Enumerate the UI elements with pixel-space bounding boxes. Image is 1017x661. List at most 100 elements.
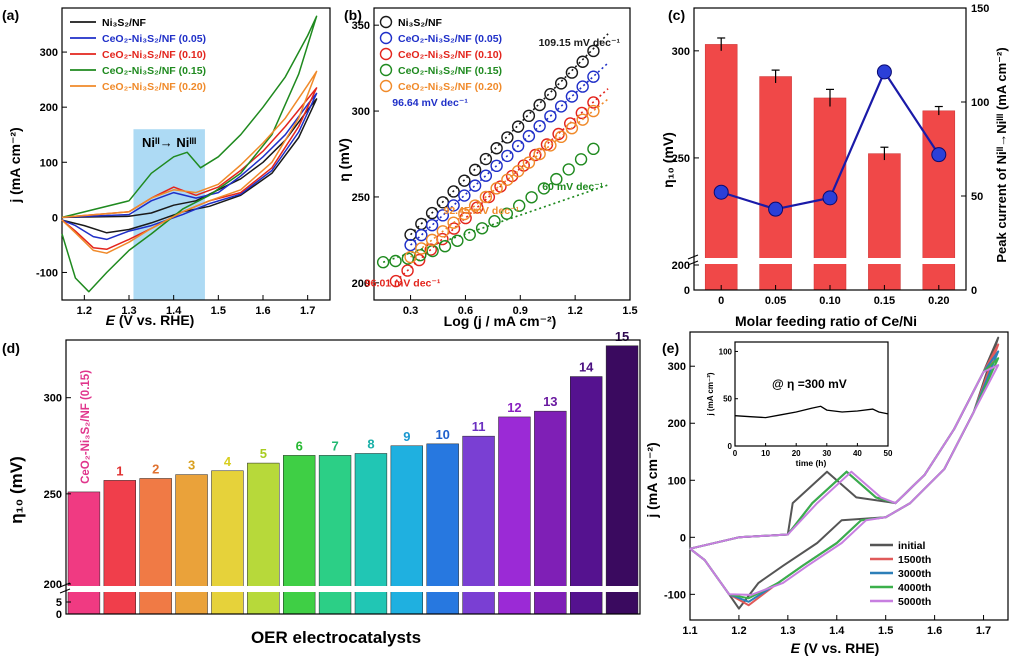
redox-annotation: Niᴵᴵ→ Niᴵᴵᴵ <box>142 135 196 150</box>
cv-curve-4 <box>61 70 318 254</box>
tafel-point-0 <box>490 142 503 155</box>
tafel-slope-label: 96.64 mV dec⁻¹ <box>392 97 468 109</box>
panel-e-xlabel-rest: (V vs. RHE) <box>800 640 879 656</box>
tafel-point-3 <box>537 182 551 195</box>
y-tick-label: 200 <box>44 579 62 591</box>
y-tick-label: -100 <box>36 267 58 279</box>
tafel-point-0 <box>554 77 568 90</box>
legend-label: 3000th <box>898 568 931 580</box>
tafel-point-0 <box>458 174 471 187</box>
catalyst-number: 14 <box>579 360 594 375</box>
axis-break-mark <box>59 588 71 594</box>
tafel-point-4 <box>415 242 428 255</box>
inset-frame <box>734 341 889 447</box>
tafel-point-1 <box>533 120 546 133</box>
inset-x-tick-label: 20 <box>792 449 801 458</box>
y-tick-label: -100 <box>664 589 686 601</box>
tafel-point-3 <box>488 215 501 228</box>
panel-d-label: (d) <box>2 340 20 356</box>
eta-bar <box>759 76 792 291</box>
tafel-point-1 <box>436 209 450 222</box>
tafel-point-0 <box>511 120 525 133</box>
x-tick-label: 1.3 <box>780 625 795 637</box>
tafel-point-2 <box>529 148 542 162</box>
x-tick-label: 0.3 <box>403 305 418 317</box>
panel-a-xlabel-rest: (V vs. RHE) <box>115 312 194 328</box>
tafel-point-4 <box>511 164 525 178</box>
legend-swatch <box>379 31 393 45</box>
axis-break-gap <box>58 586 648 592</box>
tafel-point-4 <box>479 190 493 204</box>
legend-label: CeO₂-Ni₃S₂/NF (0.05) <box>102 33 206 45</box>
tafel-point-1 <box>479 169 493 182</box>
legend-swatch <box>379 63 393 77</box>
panel-c-label: (c) <box>668 7 685 23</box>
y-tick-label: 100 <box>668 475 686 487</box>
tafel-point-1 <box>447 199 460 212</box>
tafel-point-0 <box>587 44 600 58</box>
catalyst-bar <box>462 435 495 615</box>
inset-annotation: @ η =300 mV <box>772 377 847 391</box>
panel-a-plot: Niᴵᴵ→ Niᴵᴵᴵ 1.2 1.3 1.4 1.5 1.6 1.7 -100 0 100 200… <box>36 7 331 317</box>
y-tick-label: 300 <box>44 393 62 405</box>
panel-c-frame <box>693 7 967 291</box>
tafel-point-0 <box>522 109 536 123</box>
y-tick-label: 250 <box>352 192 370 204</box>
tafel-point-3 <box>475 222 489 235</box>
legend-label: Ni₃S₂/NF <box>398 17 443 29</box>
y-tick-label: 5 <box>56 597 62 609</box>
tafel-point-3 <box>513 199 526 212</box>
x-tick-label: 1.2 <box>77 305 92 317</box>
catalyst-bar <box>67 491 101 615</box>
catalyst-bar <box>534 410 567 615</box>
panel-c: (c) 0 0.05 0.10 0.15 0.20 200 250 300 0 0 50 100 150… <box>660 3 1009 329</box>
tafel-slope-label: 60 mV dec⁻¹ <box>542 181 603 193</box>
inset-y-tick-label: 0 <box>728 442 733 451</box>
axis-break-mark <box>687 254 699 260</box>
panel-b-ylabel: η (mV) <box>336 138 352 182</box>
cv-curve-3 <box>61 15 318 293</box>
tafel-point-4 <box>587 104 600 118</box>
tafel-point-4 <box>404 250 417 264</box>
tafel-point-3 <box>562 163 575 176</box>
highlight-catalyst-label: CeO₂-Ni₃S₂/NF (0.15) <box>80 370 92 484</box>
catalyst-bar <box>211 470 244 615</box>
panel-d-frame <box>65 339 641 615</box>
tafel-point-3 <box>525 191 538 204</box>
tafel-point-1 <box>522 129 536 143</box>
catalyst-number: 3 <box>188 458 195 473</box>
tafel-point-3 <box>587 142 600 156</box>
tafel-point-4 <box>554 130 568 144</box>
panel-c-plot: 0 0.05 0.10 0.15 0.20 200 250 300 0 0 50 100 150 <box>672 3 990 307</box>
tafel-point-0 <box>565 66 579 79</box>
tafel-point-4 <box>490 182 503 195</box>
panel-a-xlabel: E (V vs. RHE) <box>106 312 195 328</box>
panel-b-xlabel: Log (j / mA cm⁻²) <box>444 313 557 329</box>
tafel-point-0 <box>576 55 589 68</box>
legend-label: 4000th <box>898 582 931 594</box>
legend-label: CeO₂-Ni₃S₂/NF (0.15) <box>102 65 206 77</box>
panel-a-xlabel-main: E <box>106 312 116 328</box>
legend-label: Ni₃S₂/NF <box>102 17 147 29</box>
catalyst-number: 2 <box>152 461 159 476</box>
peak-current-point <box>876 64 892 80</box>
panel-a: (a) Niᴵᴵ→ Niᴵᴵᴵ 1.2 1.3 1.4 1.5 1.6 1.7 -100 0 10… <box>2 7 331 328</box>
tafel-point-0 <box>447 185 460 198</box>
inset-y-tick-label: 100 <box>719 347 733 356</box>
x-tick-label: 1.5 <box>211 305 226 317</box>
y-tick-label: 200 <box>40 102 58 114</box>
x-tick-label: 1.2 <box>731 625 746 637</box>
y-tick-label: 0 <box>52 212 58 224</box>
tafel-point-0 <box>501 131 514 144</box>
tafel-point-2 <box>587 96 600 109</box>
cv-curve-0 <box>61 98 318 234</box>
x-tick-label: 1.5 <box>878 625 893 637</box>
legend-label: initial <box>898 540 926 552</box>
tafel-point-0 <box>544 87 557 101</box>
axis-break-gap <box>686 258 974 264</box>
panel-a-frame <box>61 7 331 301</box>
y-tick-label: 0 <box>56 609 62 621</box>
tafel-fit-4 <box>410 98 609 258</box>
catalyst-number: 1 <box>116 463 123 478</box>
panel-e-frame <box>689 331 1009 621</box>
